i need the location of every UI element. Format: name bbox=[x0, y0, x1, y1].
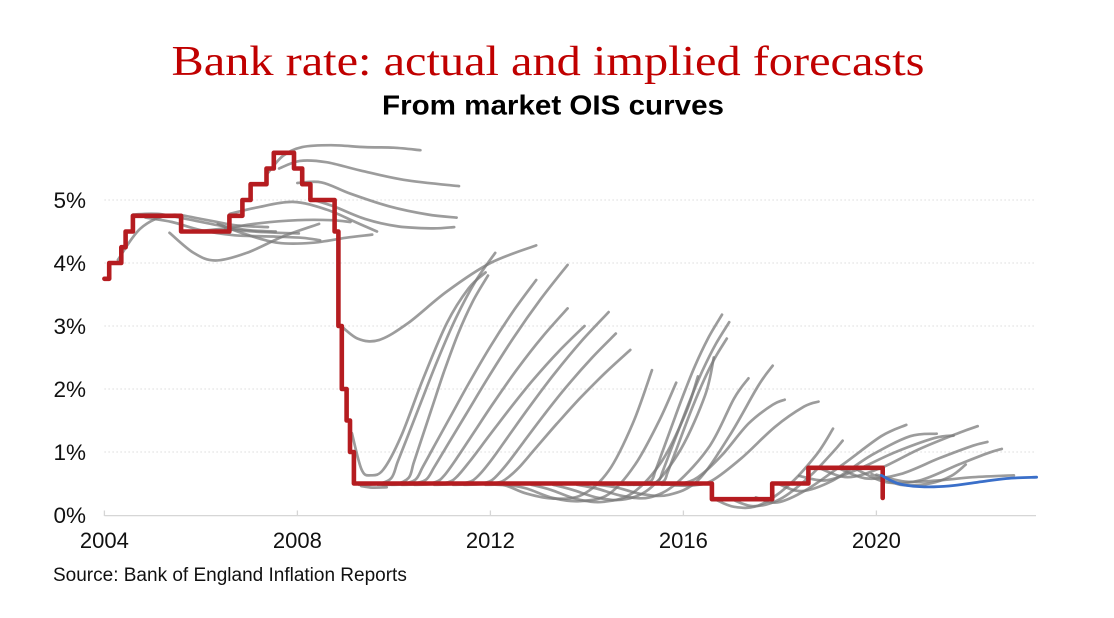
svg-text:From market OIS curves: From market OIS curves bbox=[382, 90, 724, 121]
svg-text:2%: 2% bbox=[53, 377, 86, 402]
svg-text:Bank rate: actual and implied: Bank rate: actual and implied forecasts bbox=[172, 39, 925, 85]
svg-text:2020: 2020 bbox=[852, 528, 901, 553]
svg-text:2012: 2012 bbox=[466, 528, 515, 553]
svg-text:5%: 5% bbox=[53, 188, 86, 213]
svg-text:2016: 2016 bbox=[659, 528, 708, 553]
svg-text:0%: 0% bbox=[53, 503, 86, 528]
svg-text:1%: 1% bbox=[53, 440, 86, 465]
svg-text:Source: Bank of England Inflat: Source: Bank of England Inflation Report… bbox=[53, 565, 407, 586]
svg-text:3%: 3% bbox=[53, 314, 86, 339]
svg-text:2008: 2008 bbox=[273, 528, 322, 553]
svg-text:4%: 4% bbox=[53, 251, 86, 276]
svg-text:2004: 2004 bbox=[80, 528, 129, 553]
